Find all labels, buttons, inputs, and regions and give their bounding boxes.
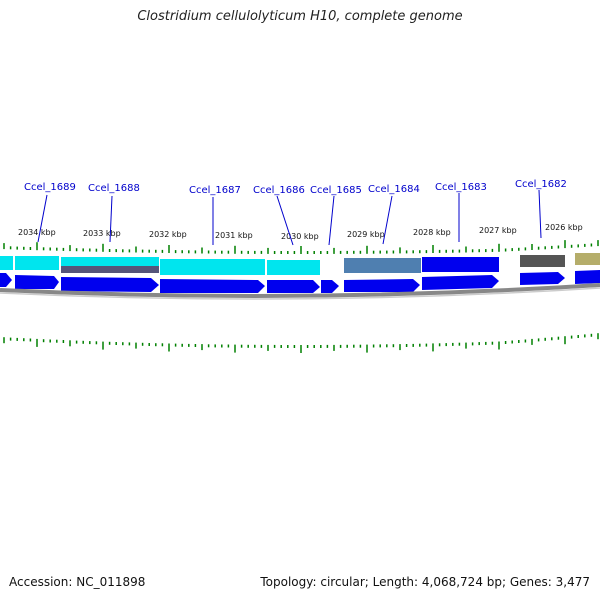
map-title: Clostridium cellulolyticum H10, complete… [137,9,463,24]
label-leaders [37,189,542,246]
kbp-label: 2029 kbp [347,230,385,239]
gene-arrow [520,272,565,285]
tick-row-bottom [3,333,599,353]
kbp-label: 2028 kbp [413,228,451,237]
gene-arrow [321,280,339,293]
gene-label-ccel-1682[interactable]: Ccel_1682 [515,179,567,190]
feature-block [160,259,265,275]
gene-arrow [0,273,12,287]
feature-block [0,256,13,270]
feature-block [15,256,59,270]
feature-track [0,253,600,275]
feature-block [344,258,421,273]
gene-arrow [267,280,320,293]
gene-arrow [422,275,499,290]
gene-arrow [344,279,420,292]
kbp-label: 2027 kbp [479,226,517,235]
gene-arrow [160,279,265,293]
feature-block [575,253,600,265]
kbp-label: 2032 kbp [149,230,187,239]
kbp-label: 2030 kbp [281,232,319,241]
gene-label-ccel-1684[interactable]: Ccel_1684 [368,184,420,195]
gene-label-ccel-1686[interactable]: Ccel_1686 [253,185,305,196]
kbp-label: 2034 kbp [18,228,56,237]
kbp-label: 2026 kbp [545,223,583,232]
feature-block [61,257,159,266]
feature-block [61,266,159,273]
genome-summary-text: Topology: circular; Length: 4,068,724 bp… [260,575,590,589]
accession-text: Accession: NC_011898 [9,575,146,589]
genome-backbone [0,283,600,298]
gene-label-ccel-1685[interactable]: Ccel_1685 [310,185,362,196]
gene-arrow [15,275,59,289]
gene-arrow [61,277,159,292]
feature-block [520,255,565,267]
gene-label-ccel-1689[interactable]: Ccel_1689 [24,182,76,193]
kbp-label: 2031 kbp [215,231,253,240]
gene-label-ccel-1687[interactable]: Ccel_1687 [189,185,241,196]
tick-row-top [3,240,599,254]
gene-label-ccel-1688[interactable]: Ccel_1688 [88,183,140,194]
gene-arrow [575,270,600,284]
feature-block [267,260,320,275]
gene-label-ccel-1683[interactable]: Ccel_1683 [435,182,487,193]
feature-block [422,257,499,272]
kbp-label: 2033 kbp [83,229,121,238]
gene-arrow-track [0,270,600,293]
